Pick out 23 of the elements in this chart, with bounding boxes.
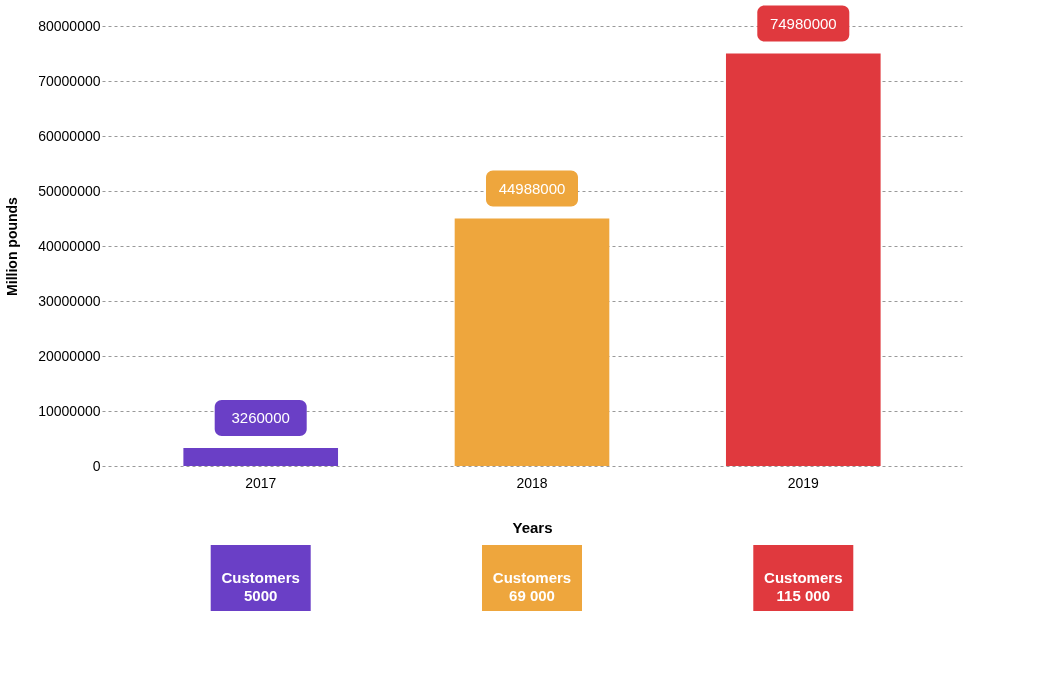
- bar: [454, 218, 610, 466]
- y-tick-label: 80000000: [38, 17, 101, 34]
- text: Customers 69 000: [492, 569, 572, 604]
- y-tick-label: 70000000: [38, 72, 101, 89]
- y-tick-label: 50000000: [38, 182, 101, 199]
- text: Customers 115 000: [764, 569, 843, 604]
- y-tick-label: 40000000: [38, 237, 101, 254]
- x-tick-label: 2017: [245, 474, 277, 491]
- data-label: 44988000: [498, 179, 566, 197]
- data-label: 3260000: [231, 409, 290, 427]
- x-axis-title: Years: [512, 518, 553, 536]
- x-tick-label: 2018: [516, 474, 548, 491]
- x-tick-label: 2019: [787, 474, 820, 491]
- bar: [725, 53, 881, 466]
- y-axis-title: Million pounds: [4, 196, 21, 296]
- y-tick-label: 60000000: [38, 127, 101, 144]
- y-tick-label: 20000000: [38, 347, 101, 364]
- y-tick-label: 30000000: [38, 292, 101, 309]
- text: Customers 5000: [221, 569, 300, 604]
- y-tick-label: 0: [92, 457, 101, 474]
- bar: [183, 448, 339, 466]
- data-label: 74980000: [769, 14, 837, 32]
- y-tick-label: 10000000: [38, 402, 101, 419]
